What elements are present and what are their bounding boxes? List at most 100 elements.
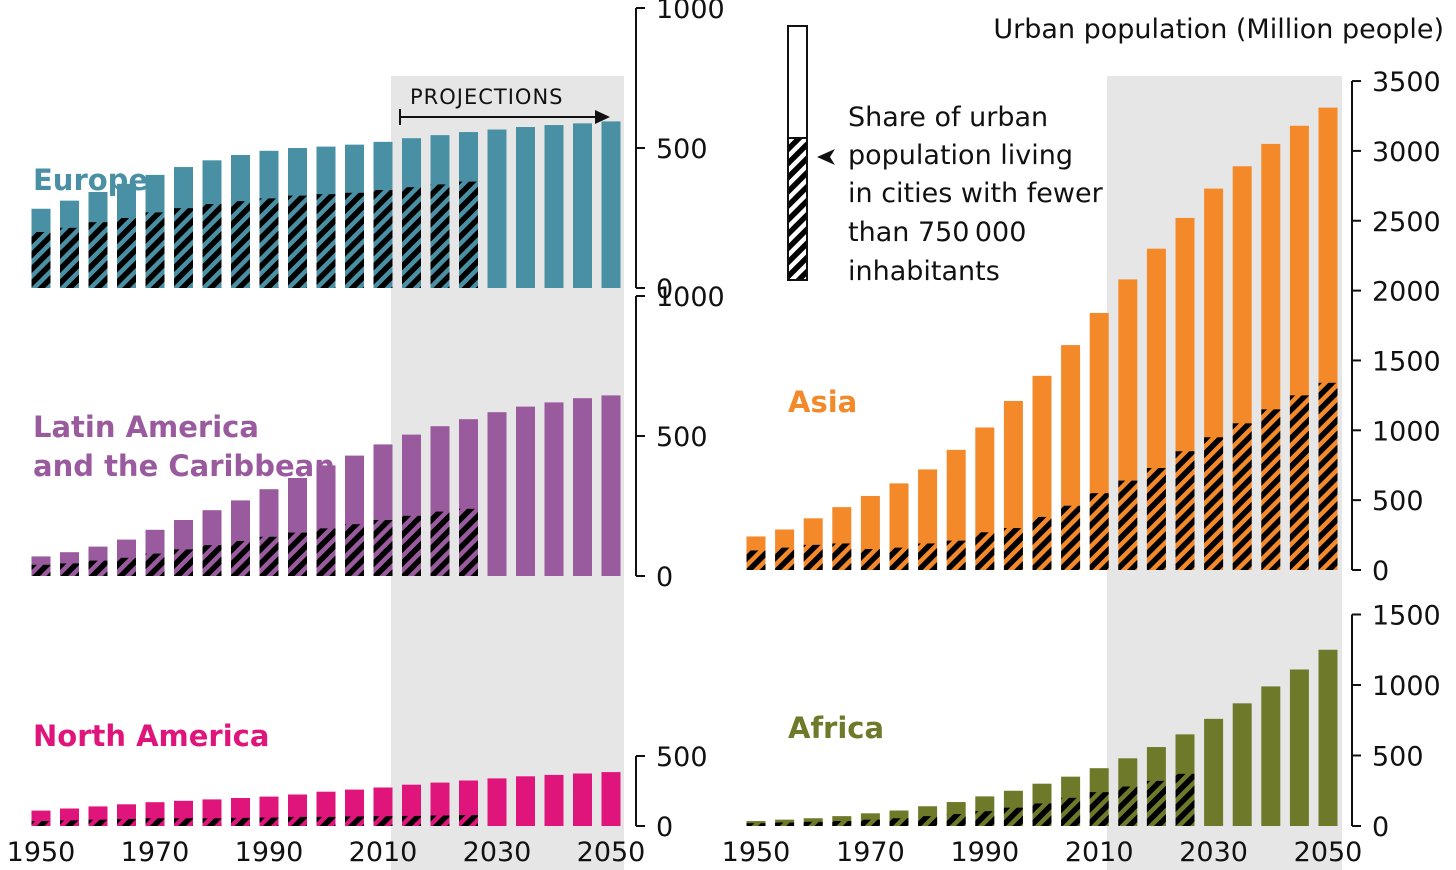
hatch-asia-2040 bbox=[1261, 409, 1281, 570]
hatch-latin-america-and-the-caribbean-1965 bbox=[117, 557, 136, 576]
hatch-africa-1975 bbox=[889, 818, 909, 826]
hatch-north-america-2020 bbox=[430, 815, 450, 826]
bar-asia-1995 bbox=[1003, 400, 1023, 570]
x-tick-label-left-2030: 2030 bbox=[463, 837, 532, 868]
x-tick-label-right-1950: 1950 bbox=[722, 837, 791, 868]
legend-label-2: population living bbox=[848, 140, 1073, 171]
region-label-north-america: North America bbox=[33, 719, 269, 753]
hatch-asia-1960 bbox=[803, 544, 823, 570]
y-tick-label-asia-1500: 1500 bbox=[1372, 346, 1441, 377]
hatch-africa-2010 bbox=[1089, 792, 1109, 826]
hatch-africa-2015 bbox=[1118, 786, 1138, 826]
x-tick-label-left-1970: 1970 bbox=[121, 837, 190, 868]
y-tick-label-asia-2500: 2500 bbox=[1372, 207, 1441, 238]
hatch-africa-1980 bbox=[918, 816, 938, 826]
hatch-north-america-1975 bbox=[174, 818, 193, 826]
hatch-north-america-2025 bbox=[459, 815, 478, 826]
hatch-europe-1980 bbox=[202, 204, 222, 288]
y-tick-label-asia-0: 0 bbox=[1372, 556, 1389, 587]
bar-africa-2045 bbox=[1289, 669, 1309, 826]
bar-latin-america-and-the-caribbean-2040 bbox=[544, 402, 564, 576]
hatch-latin-america-and-the-caribbean-1995 bbox=[288, 532, 307, 576]
hatch-asia-1950 bbox=[746, 550, 766, 570]
hatch-asia-2030 bbox=[1204, 437, 1224, 570]
y-tick-label-africa-1500: 1500 bbox=[1372, 601, 1441, 632]
bar-europe-2035 bbox=[516, 127, 535, 288]
hatch-africa-1965 bbox=[832, 821, 852, 826]
legend: Share of urban population living in citi… bbox=[787, 25, 1104, 287]
hatch-asia-1955 bbox=[775, 547, 795, 570]
y-tick-label-asia-2000: 2000 bbox=[1372, 277, 1441, 308]
hatch-europe-2020 bbox=[430, 184, 450, 288]
region-label-latin-america-2: and the Caribbean bbox=[33, 449, 335, 483]
y-tick-label-latin-america-and-the-caribbean-1000: 1000 bbox=[656, 282, 725, 313]
hatch-north-america-1955 bbox=[60, 820, 79, 826]
y-tick-label-asia-500: 500 bbox=[1372, 486, 1424, 517]
hatch-africa-1950 bbox=[746, 823, 766, 826]
hatch-europe-1960 bbox=[88, 222, 108, 288]
y-tick-label-africa-0: 0 bbox=[1372, 812, 1389, 843]
hatch-north-america-2005 bbox=[345, 816, 364, 826]
hatch-africa-2000 bbox=[1032, 803, 1052, 826]
bar-north-america-2020 bbox=[430, 782, 450, 826]
bar-north-america-2050 bbox=[601, 772, 621, 826]
hatch-north-america-1970 bbox=[145, 818, 165, 826]
region-label-asia: Asia bbox=[788, 385, 857, 419]
hatch-europe-2025 bbox=[459, 181, 478, 288]
bar-latin-america-and-the-caribbean-2045 bbox=[573, 398, 592, 576]
bar-north-america-2040 bbox=[544, 774, 564, 826]
hatch-latin-america-and-the-caribbean-1980 bbox=[202, 545, 222, 576]
hatch-africa-2025 bbox=[1175, 773, 1195, 826]
hatch-latin-america-and-the-caribbean-1950 bbox=[31, 564, 51, 576]
bar-latin-america-and-the-caribbean-2050 bbox=[601, 395, 621, 576]
x-tick-label-left-1990: 1990 bbox=[235, 837, 304, 868]
x-tick-label-right-2030: 2030 bbox=[1179, 837, 1248, 868]
hatch-north-america-1980 bbox=[202, 818, 222, 826]
hatch-europe-1950 bbox=[31, 232, 51, 288]
panel-europe: 0 500 1000 bbox=[31, 0, 725, 305]
x-tick-label-left-1950: 1950 bbox=[7, 837, 76, 868]
y-tick-label-north-america-500: 500 bbox=[656, 742, 708, 773]
hatch-europe-2010 bbox=[373, 190, 393, 288]
y-tick-label-latin-america-and-the-caribbean-500: 500 bbox=[656, 422, 708, 453]
hatch-latin-america-and-the-caribbean-1975 bbox=[174, 549, 193, 576]
y-tick-label-asia-1000: 1000 bbox=[1372, 416, 1441, 447]
hatch-africa-2020 bbox=[1146, 780, 1166, 826]
hatch-north-america-1960 bbox=[88, 819, 108, 826]
hatch-latin-america-and-the-caribbean-2015 bbox=[402, 515, 421, 576]
hatch-africa-1960 bbox=[803, 821, 823, 826]
hatch-north-america-1990 bbox=[259, 817, 279, 826]
hatch-europe-2015 bbox=[402, 187, 421, 288]
hatch-europe-1985 bbox=[231, 201, 250, 288]
legend-label-4: than 750 000 bbox=[848, 217, 1026, 248]
region-label-latin-america-1: Latin America bbox=[33, 410, 259, 444]
hatch-latin-america-and-the-caribbean-1955 bbox=[60, 563, 79, 576]
hatch-asia-2035 bbox=[1232, 423, 1252, 570]
hatch-asia-2010 bbox=[1089, 493, 1109, 570]
hatch-africa-1995 bbox=[1003, 807, 1023, 826]
hatch-north-america-1965 bbox=[117, 819, 136, 826]
hatch-asia-2020 bbox=[1146, 468, 1166, 570]
bar-europe-2050 bbox=[601, 121, 621, 289]
x-tick-label-right-2010: 2010 bbox=[1065, 837, 1134, 868]
y-tick-label-europe-1000: 1000 bbox=[656, 0, 725, 25]
hatch-latin-america-and-the-caribbean-1985 bbox=[231, 541, 250, 576]
legend-label-1: Share of urban bbox=[848, 102, 1048, 133]
hatch-asia-2025 bbox=[1175, 451, 1195, 570]
region-label-africa: Africa bbox=[788, 711, 884, 745]
hatch-asia-1980 bbox=[918, 543, 938, 570]
hatch-europe-1975 bbox=[174, 208, 193, 288]
y-tick-label-africa-500: 500 bbox=[1372, 742, 1424, 773]
hatch-europe-1955 bbox=[60, 227, 79, 288]
x-tick-labels: 1950 1970 1990 2010 2030 2050 1950 1970 1990 2010… bbox=[7, 837, 1363, 868]
bar-latin-america-and-the-caribbean-2030 bbox=[487, 412, 507, 576]
y-tick-label-north-america-0: 0 bbox=[656, 812, 673, 843]
hatch-asia-1970 bbox=[860, 549, 880, 570]
x-tick-label-left-2050: 2050 bbox=[577, 837, 646, 868]
legend-bar-top bbox=[787, 25, 808, 139]
panel-asia: 0 500 1000 1500 2000 2500 3000 3500 bbox=[746, 67, 1441, 587]
hatch-asia-1975 bbox=[889, 547, 909, 570]
legend-pointer bbox=[817, 149, 835, 165]
bar-europe-2030 bbox=[487, 129, 507, 288]
legend-label-3: in cities with fewer bbox=[848, 178, 1104, 209]
